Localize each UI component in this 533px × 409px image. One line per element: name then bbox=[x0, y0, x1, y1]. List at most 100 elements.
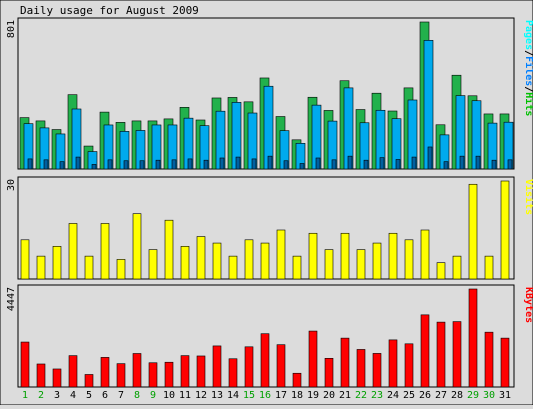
bar-visits-day-5 bbox=[84, 255, 94, 280]
x-tick-label-day-27: 27 bbox=[435, 390, 447, 401]
bar-pages-day-19 bbox=[315, 157, 321, 170]
x-tick-label-day-21: 21 bbox=[339, 390, 351, 401]
bar-kbytes-day-13 bbox=[212, 345, 222, 388]
bar-visits-day-8 bbox=[132, 213, 142, 280]
x-tick-label-day-6: 6 bbox=[102, 390, 108, 401]
x-tick-label-day-22: 22 bbox=[355, 390, 367, 401]
bar-pages-day-23 bbox=[379, 157, 385, 170]
x-tick-label-day-31: 31 bbox=[499, 390, 511, 401]
x-tick-label-day-28: 28 bbox=[451, 390, 463, 401]
bar-visits-day-26 bbox=[420, 229, 430, 280]
bar-visits-day-23 bbox=[372, 242, 382, 280]
x-tick-label-day-23: 23 bbox=[371, 390, 383, 401]
x-tick-label-day-25: 25 bbox=[403, 390, 415, 401]
x-tick-label-day-4: 4 bbox=[70, 390, 76, 401]
legend-entry-pages: Pages bbox=[523, 20, 533, 50]
bar-kbytes-day-4 bbox=[68, 355, 78, 388]
bar-pages-day-6 bbox=[107, 159, 113, 170]
bar-visits-day-30 bbox=[484, 255, 494, 280]
bar-pages-day-1 bbox=[27, 158, 33, 170]
bar-pages-day-15 bbox=[251, 158, 257, 170]
x-tick-label-day-18: 18 bbox=[291, 390, 303, 401]
bar-visits-day-15 bbox=[244, 239, 254, 280]
x-tick-label-day-24: 24 bbox=[387, 390, 399, 401]
bar-visits-day-29 bbox=[468, 183, 478, 280]
bar-kbytes-day-3 bbox=[52, 368, 62, 388]
bar-kbytes-day-14 bbox=[228, 358, 238, 388]
bar-kbytes-day-9 bbox=[148, 362, 158, 388]
x-tick-label-day-10: 10 bbox=[163, 390, 175, 401]
bar-kbytes-day-28 bbox=[452, 321, 462, 388]
legend-entry-kbytes: KBytes bbox=[523, 287, 533, 323]
x-tick-label-day-20: 20 bbox=[323, 390, 335, 401]
bar-visits-day-27 bbox=[436, 262, 446, 280]
x-tick-label-day-13: 13 bbox=[211, 390, 223, 401]
bar-pages-day-27 bbox=[443, 161, 449, 170]
bar-kbytes-day-16 bbox=[260, 333, 270, 388]
x-tick-label-day-17: 17 bbox=[275, 390, 287, 401]
bar-visits-day-12 bbox=[196, 236, 206, 280]
legend-kbytes: KBytes bbox=[523, 287, 533, 323]
bar-visits-day-11 bbox=[180, 246, 190, 280]
bar-pages-day-29 bbox=[475, 155, 481, 170]
bar-pages-day-3 bbox=[59, 161, 65, 170]
bar-pages-day-12 bbox=[203, 159, 209, 170]
bar-kbytes-day-1 bbox=[20, 341, 30, 388]
x-tick-label-day-29: 29 bbox=[467, 390, 479, 401]
legend-visits: Visits bbox=[523, 179, 533, 215]
bar-visits-day-20 bbox=[324, 249, 334, 280]
x-tick-label-day-1: 1 bbox=[22, 390, 28, 401]
bar-visits-day-4 bbox=[68, 223, 78, 280]
bar-visits-day-28 bbox=[452, 255, 462, 280]
bar-visits-day-13 bbox=[212, 242, 222, 280]
bar-kbytes-day-19 bbox=[308, 330, 318, 388]
bar-kbytes-day-29 bbox=[468, 288, 478, 388]
x-tick-label-day-12: 12 bbox=[195, 390, 207, 401]
bar-kbytes-day-22 bbox=[356, 349, 366, 388]
bar-pages-day-30 bbox=[491, 159, 497, 170]
legend-entry-separator-3: / bbox=[523, 86, 533, 92]
bar-kbytes-day-24 bbox=[388, 339, 398, 388]
x-tick-label-day-30: 30 bbox=[483, 390, 495, 401]
bar-pages-day-8 bbox=[139, 160, 145, 170]
bar-pages-day-21 bbox=[347, 155, 353, 170]
x-tick-label-day-2: 2 bbox=[38, 390, 44, 401]
legend-entry-files: Files bbox=[523, 56, 533, 86]
bar-kbytes-day-31 bbox=[500, 337, 510, 388]
bar-visits-day-16 bbox=[260, 242, 270, 280]
bar-pages-day-16 bbox=[267, 155, 273, 170]
x-tick-label-day-16: 16 bbox=[259, 390, 271, 401]
bar-kbytes-day-18 bbox=[292, 372, 302, 388]
bar-visits-day-31 bbox=[500, 180, 510, 280]
bar-kbytes-day-26 bbox=[420, 314, 430, 388]
bar-pages-day-14 bbox=[235, 156, 241, 170]
bar-visits-day-19 bbox=[308, 232, 318, 280]
x-tick-label-day-19: 19 bbox=[307, 390, 319, 401]
bar-pages-day-25 bbox=[411, 156, 417, 170]
bar-visits-day-2 bbox=[36, 255, 46, 280]
bar-visits-day-6 bbox=[100, 223, 110, 280]
chart-title: Daily usage for August 2009 bbox=[20, 4, 199, 17]
ymax-label-visits: 30 bbox=[6, 179, 17, 191]
bar-kbytes-day-27 bbox=[436, 321, 446, 388]
bar-kbytes-day-21 bbox=[340, 337, 350, 388]
bar-kbytes-day-25 bbox=[404, 343, 414, 388]
bar-visits-day-22 bbox=[356, 249, 366, 280]
bar-pages-day-4 bbox=[75, 156, 81, 170]
x-tick-label-day-8: 8 bbox=[134, 390, 140, 401]
bar-visits-day-18 bbox=[292, 255, 302, 280]
bar-pages-day-2 bbox=[43, 159, 49, 170]
bar-pages-day-24 bbox=[395, 159, 401, 170]
bar-kbytes-day-2 bbox=[36, 363, 46, 388]
bar-pages-day-18 bbox=[299, 163, 305, 170]
bar-pages-day-28 bbox=[459, 155, 465, 170]
legend-pages-files-hits: Pages/Files/Hits bbox=[523, 20, 533, 116]
x-tick-label-day-26: 26 bbox=[419, 390, 431, 401]
legend-entry-separator-1: / bbox=[523, 50, 533, 56]
bar-pages-day-11 bbox=[187, 158, 193, 170]
bar-pages-day-5 bbox=[91, 164, 97, 170]
ymax-label-pages-files-hits: 801 bbox=[6, 20, 17, 38]
bar-pages-day-31 bbox=[507, 159, 513, 170]
bar-visits-day-24 bbox=[388, 232, 398, 280]
bar-pages-day-20 bbox=[331, 159, 337, 170]
